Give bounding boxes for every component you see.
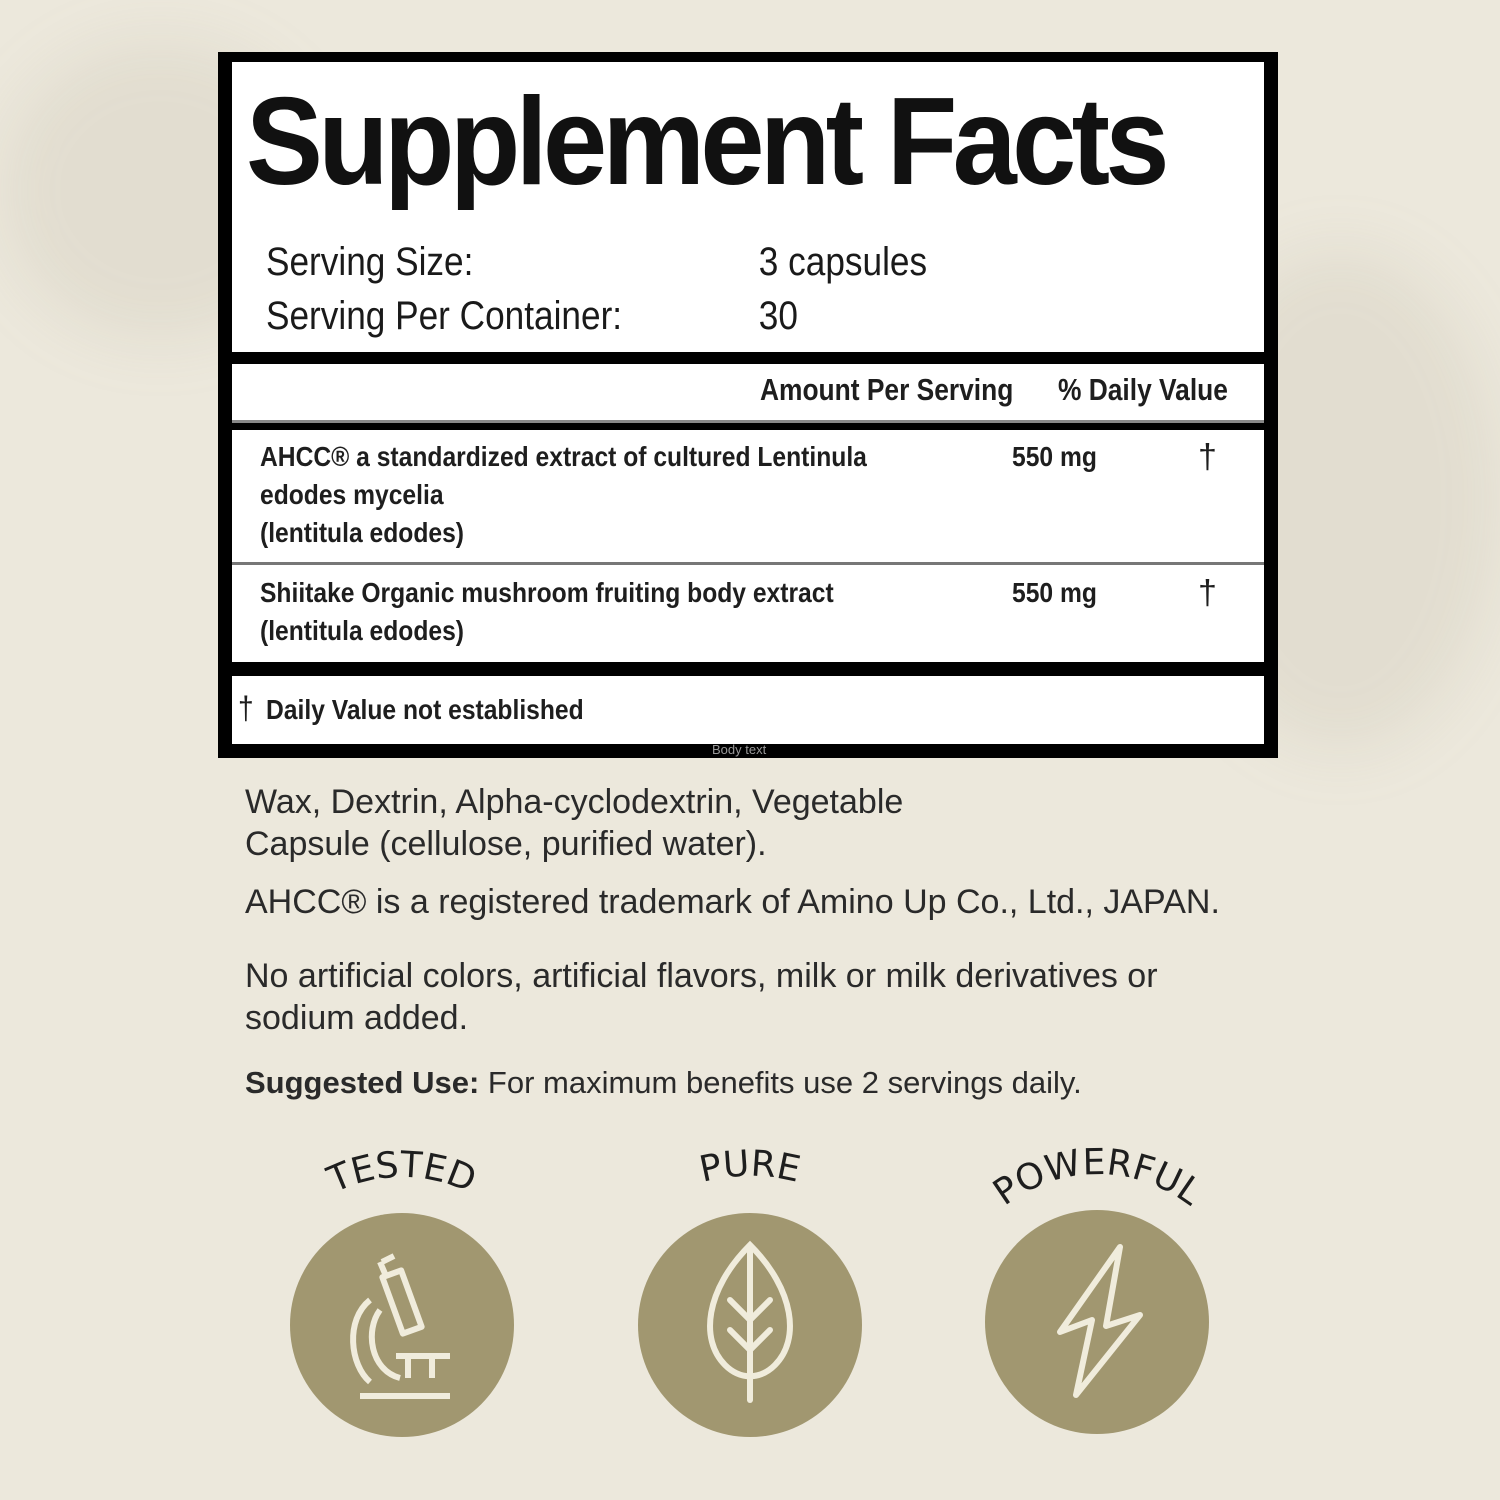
other-ingredients-line: Capsule (cellulose, purified water). xyxy=(245,825,767,863)
serving-size-row: Serving Size: 3 capsules xyxy=(266,240,927,285)
placeholder-text: Body text xyxy=(712,742,767,757)
other-ingredients-line: Wax, Dextrin, Alpha-cyclodextrin, Vegeta… xyxy=(245,783,904,821)
ingredient-amount: 550 mg xyxy=(1012,577,1097,608)
servings-per-container-label: Serving Per Container: xyxy=(266,294,623,338)
ingredient-name: Shiitake Organic mushroom fruiting body … xyxy=(260,577,834,646)
trademark-notice: AHCC® is a registered trademark of Amino… xyxy=(245,883,1220,921)
ingredient-amount: 550 mg xyxy=(1012,441,1097,472)
footnote-text: Daily Value not established xyxy=(266,694,584,725)
badge-label-tested: TESTED xyxy=(321,1144,482,1201)
powerful-badge-circle xyxy=(985,1210,1209,1434)
ingredient-name: AHCC® a standardized extract of cultured… xyxy=(260,441,867,548)
title-section: Supplement Facts Serving Size: 3 capsule… xyxy=(232,62,1264,352)
free-from-line: sodium added. xyxy=(245,999,469,1037)
panel-title: Supplement Facts xyxy=(246,73,1169,211)
free-from-line: No artificial colors, artificial flavors… xyxy=(245,957,1158,995)
ingredient-dv: † xyxy=(1198,438,1217,476)
footnote-section: † Daily Value not established xyxy=(232,676,1264,744)
servings-per-container-row: Serving Per Container: 30 xyxy=(266,294,798,339)
amount-header: Amount Per Serving xyxy=(760,372,1014,407)
ingredient-dv: † xyxy=(1198,574,1217,612)
footnote-dagger: † xyxy=(238,690,254,726)
suggested-use-text: For maximum benefits use 2 servings dail… xyxy=(487,1065,1082,1100)
suggested-use-label: Suggested Use: xyxy=(245,1065,480,1100)
servings-per-container-value: 30 xyxy=(758,294,798,338)
ingredient-row: Shiitake Organic mushroom fruiting body … xyxy=(232,566,1264,662)
serving-size-label: Serving Size: xyxy=(266,240,474,284)
supplement-facts-panel: Supplement Facts Serving Size: 3 capsule… xyxy=(218,52,1278,758)
ingredient-rows: AHCC® a standardized extract of cultured… xyxy=(232,430,1264,662)
leaf-icon xyxy=(707,1240,793,1403)
badge-label-pure: PURE xyxy=(696,1143,804,1190)
suggested-use: Suggested Use: For maximum benefits use … xyxy=(245,1062,1475,1104)
column-header: Amount Per Serving % Daily Value xyxy=(232,364,1264,423)
serving-size-value: 3 capsules xyxy=(758,240,928,284)
badge-label-powerful: POWERFUL xyxy=(986,1142,1209,1214)
microscope-icon xyxy=(350,1253,450,1399)
daily-value-header: % Daily Value xyxy=(1058,372,1228,407)
ingredient-row: AHCC® a standardized extract of cultured… xyxy=(232,430,1264,565)
lightning-icon xyxy=(1057,1244,1143,1398)
